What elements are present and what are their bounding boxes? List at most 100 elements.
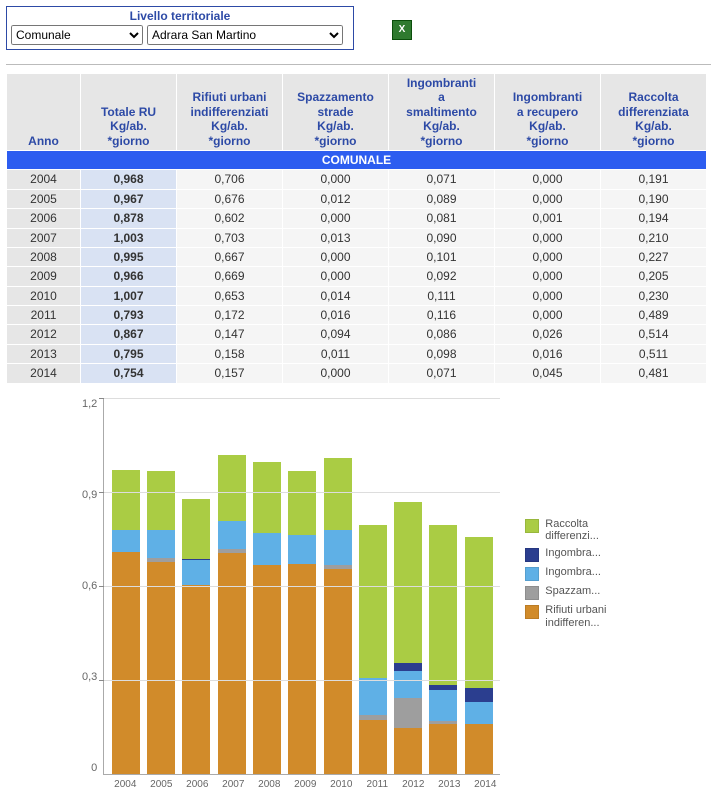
- cell-value: 0,514: [601, 325, 707, 344]
- bar-segment-rifiuti: [359, 720, 387, 774]
- x-tick: 2005: [147, 779, 175, 790]
- legend-label: Ingombra...: [545, 566, 601, 579]
- cell-value: 0,012: [283, 189, 389, 208]
- bar-segment-raccolta: [429, 525, 457, 685]
- bar-segment-ingsm: [182, 560, 210, 585]
- x-tick: 2013: [435, 779, 463, 790]
- cell-year: 2014: [7, 364, 81, 383]
- cell-value: 0,191: [601, 170, 707, 189]
- cell-total: 1,003: [81, 228, 177, 247]
- cell-total: 0,995: [81, 247, 177, 266]
- cell-total: 0,878: [81, 209, 177, 228]
- cell-value: 0,000: [495, 189, 601, 208]
- stacked-bar-chart: [103, 398, 500, 775]
- cell-value: 0,089: [389, 189, 495, 208]
- x-tick: 2011: [363, 779, 391, 790]
- bar-segment-rifiuti: [253, 565, 281, 774]
- cell-year: 2006: [7, 209, 81, 228]
- chart-y-axis: 1,20,90,60,30: [82, 398, 97, 774]
- col-header: Ingombrantia recuperoKg/ab. *giorno: [495, 74, 601, 151]
- table-row: 20080,9950,6670,0000,1010,0000,227: [7, 247, 707, 266]
- cell-value: 0,000: [283, 209, 389, 228]
- col-header: IngombrantiasmaltimentoKg/ab. *giorno: [389, 74, 495, 151]
- cell-value: 0,094: [283, 325, 389, 344]
- cell-value: 0,706: [177, 170, 283, 189]
- bar-segment-ingsm: [465, 702, 493, 724]
- bar-segment-ingsm: [147, 530, 175, 558]
- cell-value: 0,090: [389, 228, 495, 247]
- cell-value: 0,602: [177, 209, 283, 228]
- table-row: 20120,8670,1470,0940,0860,0260,514: [7, 325, 707, 344]
- bar-segment-raccolta: [359, 525, 387, 678]
- x-tick: 2008: [255, 779, 283, 790]
- cell-value: 0,190: [601, 189, 707, 208]
- legend-swatch: [525, 586, 539, 600]
- col-header: Totale RUKg/ab. *giorno: [81, 74, 177, 151]
- x-tick: 2006: [183, 779, 211, 790]
- cell-year: 2007: [7, 228, 81, 247]
- cell-total: 0,967: [81, 189, 177, 208]
- bar-segment-raccolta: [147, 471, 175, 531]
- cell-value: 0,101: [389, 247, 495, 266]
- cell-value: 0,194: [601, 209, 707, 228]
- table-row: 20101,0070,6530,0140,1110,0000,230: [7, 286, 707, 305]
- cell-value: 0,000: [495, 170, 601, 189]
- group-label: COMUNALE: [7, 150, 707, 169]
- cell-value: 0,000: [495, 228, 601, 247]
- bar-segment-ingrec: [394, 663, 422, 671]
- cell-value: 0,081: [389, 209, 495, 228]
- bar-segment-raccolta: [112, 470, 140, 530]
- chart-legend: Raccolta differenzi... Ingombra... Ingombr…: [525, 518, 617, 790]
- cell-value: 0,676: [177, 189, 283, 208]
- divider: [6, 64, 711, 65]
- cell-value: 0,000: [283, 364, 389, 383]
- cell-year: 2010: [7, 286, 81, 305]
- cell-year: 2011: [7, 306, 81, 325]
- bar-segment-ingsm: [288, 535, 316, 564]
- bar-segment-raccolta: [182, 499, 210, 560]
- legend-label: Rifiuti urbani indifferen...: [545, 604, 617, 629]
- cell-value: 0,669: [177, 267, 283, 286]
- cell-value: 0,210: [601, 228, 707, 247]
- legend-swatch: [525, 519, 539, 533]
- cell-value: 0,045: [495, 364, 601, 383]
- cell-value: 0,227: [601, 247, 707, 266]
- cell-value: 0,026: [495, 325, 601, 344]
- bar-segment-ingrec: [465, 688, 493, 702]
- cell-value: 0,667: [177, 247, 283, 266]
- bar-segment-rifiuti: [465, 724, 493, 773]
- cell-value: 0,511: [601, 344, 707, 363]
- cell-value: 0,157: [177, 364, 283, 383]
- cell-value: 0,000: [283, 170, 389, 189]
- bar-segment-rifiuti: [147, 562, 175, 774]
- cell-value: 0,000: [495, 267, 601, 286]
- cell-total: 1,007: [81, 286, 177, 305]
- x-tick: 2010: [327, 779, 355, 790]
- cell-value: 0,092: [389, 267, 495, 286]
- level-select[interactable]: Comunale: [11, 25, 143, 45]
- legend-label: Ingombra...: [545, 547, 601, 560]
- legend-label: Raccolta differenzi...: [545, 518, 617, 543]
- col-header: Rifiuti urbaniindifferenziatiKg/ab. *gio…: [177, 74, 283, 151]
- bar-segment-raccolta: [253, 462, 281, 533]
- export-excel-icon[interactable]: X: [392, 20, 412, 40]
- x-tick: 2012: [399, 779, 427, 790]
- bar-segment-ingsm: [253, 533, 281, 565]
- cell-value: 0,653: [177, 286, 283, 305]
- cell-value: 0,086: [389, 325, 495, 344]
- cell-value: 0,014: [283, 286, 389, 305]
- bar-segment-raccolta: [394, 502, 422, 663]
- cell-total: 0,793: [81, 306, 177, 325]
- bar-segment-raccolta: [465, 537, 493, 688]
- cell-year: 2012: [7, 325, 81, 344]
- chart-x-axis: 2004200520062007200820092010201120122013…: [103, 775, 507, 790]
- bar-segment-ingsm: [394, 671, 422, 698]
- cell-value: 0,111: [389, 286, 495, 305]
- comune-select[interactable]: Adrara San Martino: [147, 25, 343, 45]
- bar-segment-spazz: [394, 698, 422, 727]
- cell-value: 0,147: [177, 325, 283, 344]
- col-header: Anno: [7, 74, 81, 151]
- bar-segment-ingsm: [112, 530, 140, 552]
- bar-segment-rifiuti: [324, 569, 352, 774]
- filter-title: Livello territoriale: [11, 9, 349, 25]
